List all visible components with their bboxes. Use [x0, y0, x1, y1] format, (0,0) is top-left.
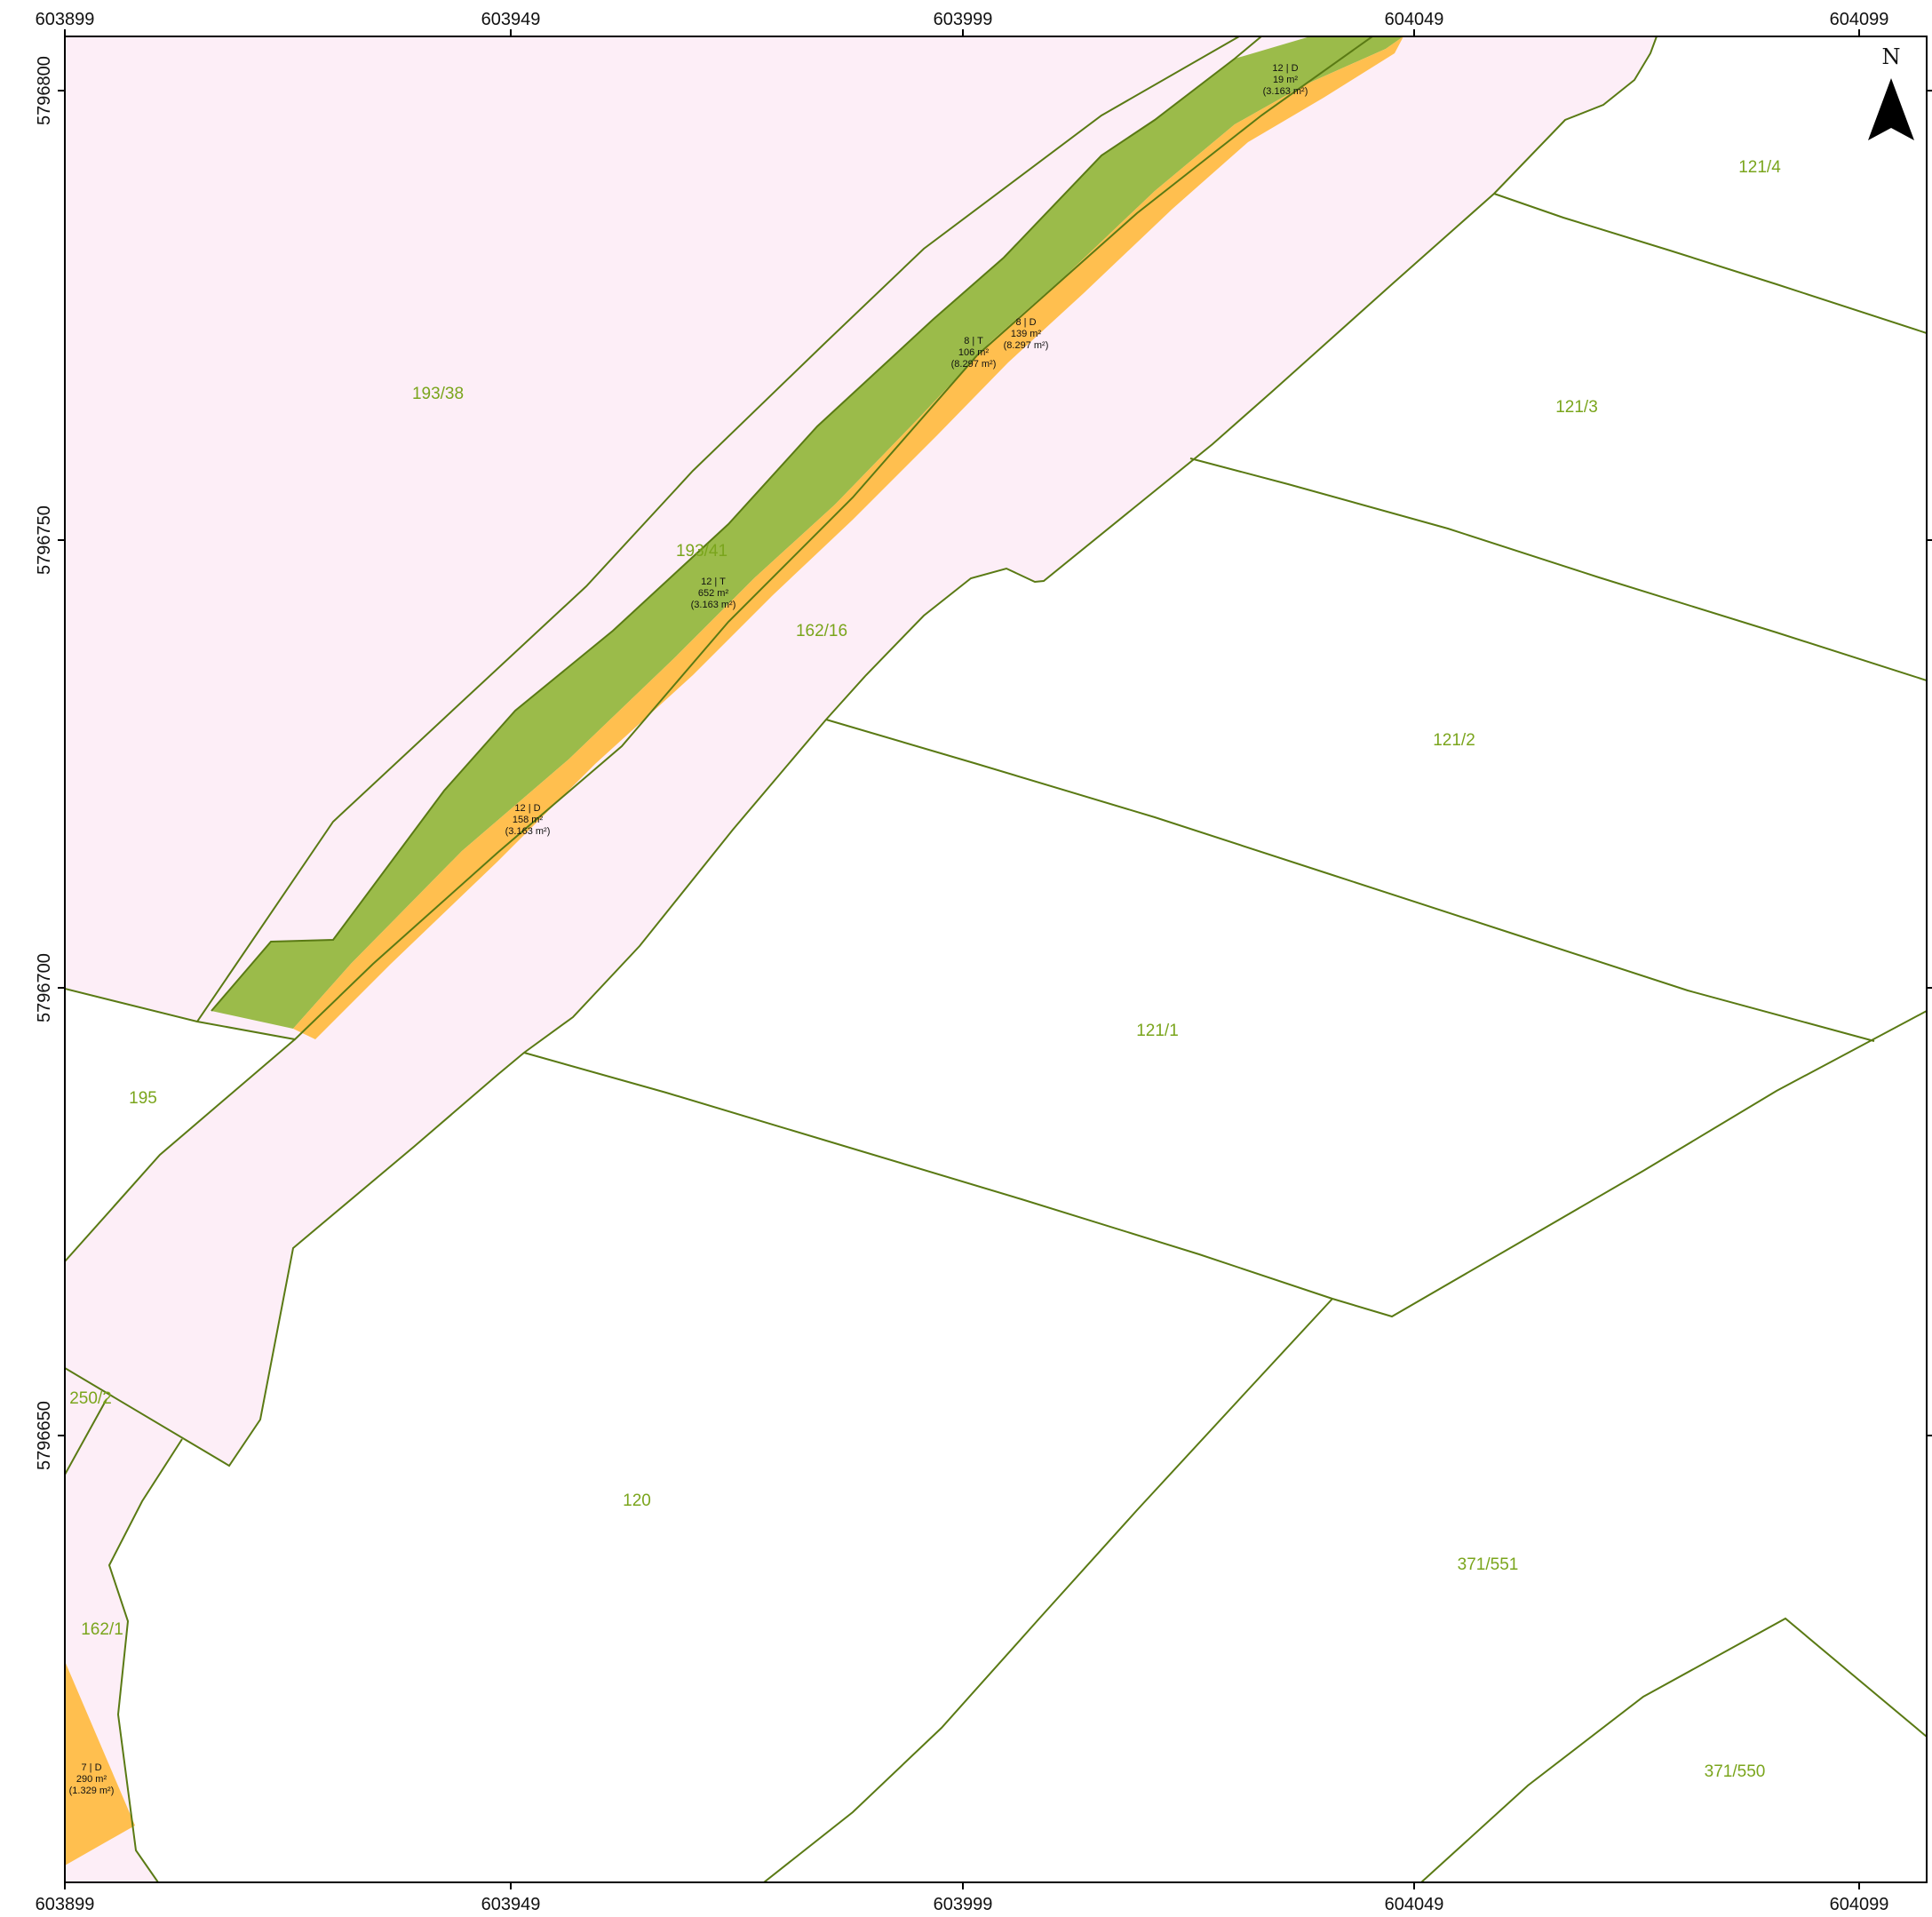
parcel-label: 250/2 — [69, 1389, 112, 1408]
y-coord-label: 5796650 — [35, 1401, 54, 1470]
y-coord-label: 5796750 — [35, 505, 54, 575]
parcel-label: 193/41 — [676, 542, 727, 561]
parcel-195-area — [65, 989, 295, 1261]
parcel-label: 121/2 — [1433, 731, 1475, 750]
map-content: 193/38 193/41 162/16 121/4 121/3 121/2 1… — [65, 36, 1927, 1882]
y-coordinates-left: 5796800 5796750 5796700 5796650 — [35, 56, 54, 1470]
x-coord-label: 604099 — [1830, 1895, 1889, 1914]
x-coord-label: 603899 — [36, 10, 95, 29]
parcel-label: 162/1 — [81, 1620, 123, 1639]
y-coord-label: 5796700 — [35, 953, 54, 1022]
x-coord-label: 604049 — [1385, 10, 1444, 29]
area-label: 12 | D 158 m² (3.163 m²) — [505, 803, 551, 837]
x-coord-label: 603999 — [934, 10, 993, 29]
parcel-label: 121/4 — [1738, 158, 1781, 177]
x-coord-label: 603999 — [934, 1895, 993, 1914]
x-coord-label: 604099 — [1830, 10, 1889, 29]
orange-area-bottom-left — [65, 1661, 135, 1865]
x-coord-label: 603899 — [36, 1895, 95, 1914]
x-coord-label: 603949 — [481, 10, 541, 29]
parcel-label: 371/550 — [1705, 1762, 1766, 1781]
area-label: 8 | T 106 m² (8.297 m²) — [951, 336, 997, 370]
north-arrow-icon: N — [1868, 44, 1914, 140]
tick-marks — [58, 29, 1932, 1889]
orange-strip — [293, 36, 1403, 1039]
parcel-label: 195 — [129, 1089, 157, 1108]
parcel-label: 120 — [623, 1491, 651, 1510]
pink-area-upper — [65, 36, 1657, 1466]
parcel-label: 121/1 — [1136, 1022, 1179, 1040]
parcel-label: 162/16 — [796, 622, 847, 640]
x-coord-label: 603949 — [481, 1895, 541, 1914]
parcel-label: 193/38 — [412, 385, 464, 403]
x-coord-label: 604049 — [1385, 1895, 1444, 1914]
area-labels: 12 | D 19 m² (3.163 m²) 8 | D 139 m² (8.297 … — [69, 63, 1308, 1796]
y-coord-label: 5796800 — [35, 56, 54, 125]
north-letter: N — [1882, 44, 1901, 69]
parcel-labels: 193/38 193/41 162/16 121/4 121/3 121/2 1… — [69, 158, 1781, 1781]
parcel-label: 371/551 — [1458, 1555, 1519, 1574]
area-label: 8 | D 139 m² (8.297 m²) — [1004, 317, 1049, 351]
parcel-label: 121/3 — [1555, 398, 1598, 417]
x-coordinates-top: 603899 603949 603999 604049 604099 — [36, 10, 1889, 29]
map-frame — [64, 36, 1928, 1883]
green-strip — [211, 36, 1403, 1029]
area-label: 12 | T 652 m² (3.163 m²) — [691, 577, 736, 610]
area-label: 12 | D 19 m² (3.163 m²) — [1263, 63, 1308, 97]
area-label: 7 | D 290 m² (1.329 m²) — [69, 1762, 115, 1796]
parcel-boundaries — [65, 36, 1927, 1882]
x-coordinates-bottom: 603899 603949 603999 604049 604099 — [36, 1895, 1889, 1914]
